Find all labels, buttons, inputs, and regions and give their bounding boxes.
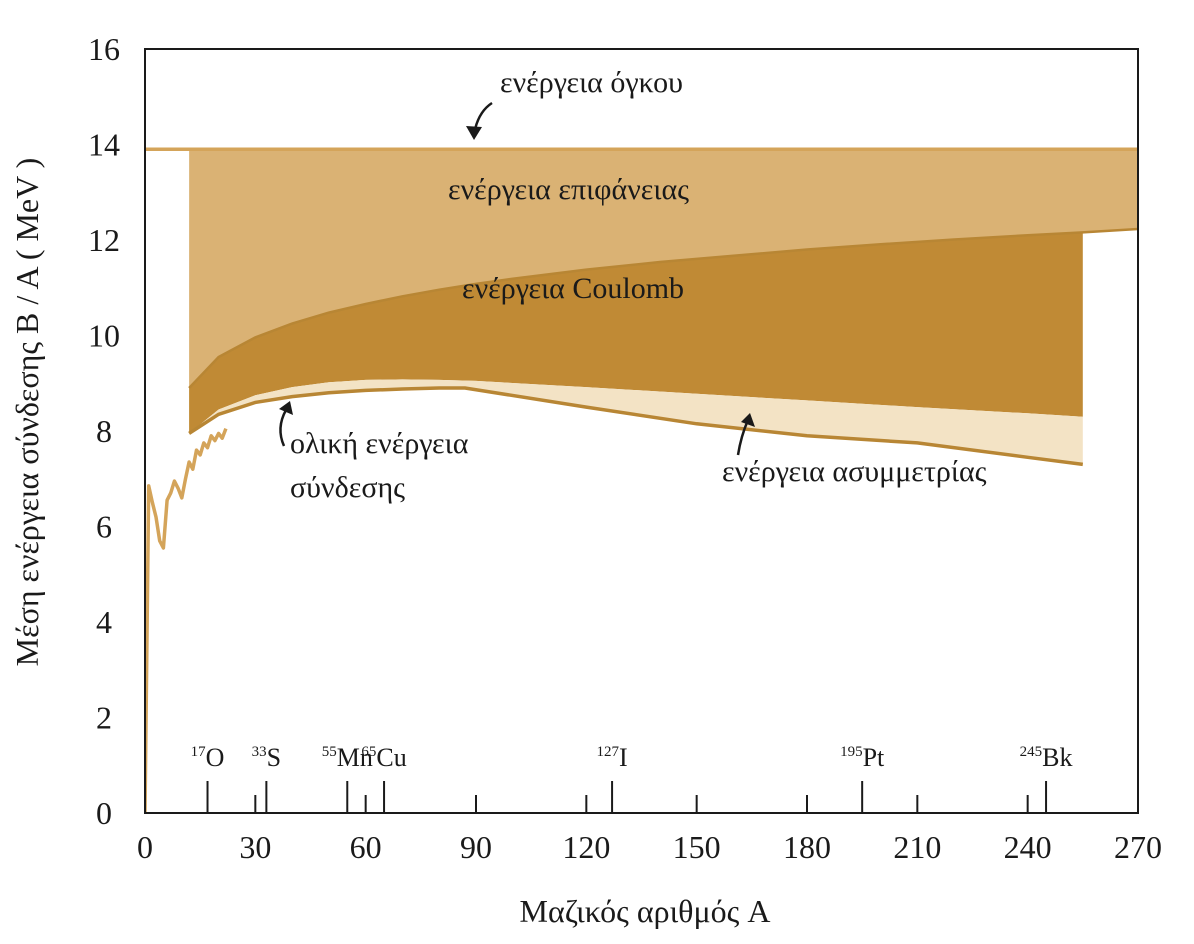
annotation-total-energy-line1: ολική ενέργεια <box>290 427 469 460</box>
nuclide-label: 55Mn <box>322 743 373 772</box>
nuclide-symbol: Pt <box>863 743 885 772</box>
arrow-total-energy <box>279 409 288 447</box>
y-tick-label: 8 <box>96 413 112 449</box>
arrow-total-energy-head <box>279 401 293 415</box>
plot-frame <box>144 48 1139 814</box>
nuclide-symbol: Cu <box>376 743 406 772</box>
annotation-volume-energy: ενέργεια όγκου <box>500 66 683 99</box>
arrow-volume-energy-head <box>466 126 482 140</box>
x-tick-label: 210 <box>893 829 941 865</box>
y-tick-label: 14 <box>88 127 120 163</box>
y-tick-label: 2 <box>96 700 112 736</box>
annotation-asymmetry-energy: ενέργεια ασυμμετρίας <box>722 455 987 488</box>
x-tick-label: 90 <box>460 829 492 865</box>
energy-areas <box>145 147 1138 813</box>
total-binding-energy-line <box>145 427 228 813</box>
x-tick-label: 120 <box>562 829 610 865</box>
y-tick-label: 16 <box>88 31 120 67</box>
annotation-total-energy-line2: σύνδεσης <box>290 471 405 504</box>
nuclide-mass-number: 17 <box>191 744 207 760</box>
x-tick-label: 60 <box>350 829 382 865</box>
nuclide-mass-number: 33 <box>252 744 267 760</box>
surface-energy-area <box>189 149 1138 388</box>
nuclide-label: 245Bk <box>1020 743 1073 772</box>
surface-energy-line <box>188 227 1138 389</box>
y-axis-title: Μέση ενέργεια σύνδεσης B / A ( MeV ) <box>9 158 45 667</box>
x-axis-title: Μαζικός αριθμός A <box>520 893 771 929</box>
annotation-coulomb-energy: ενέργεια Coulomb <box>462 272 684 305</box>
x-tick-label: 270 <box>1114 829 1162 865</box>
nuclide-mass-number: 127 <box>596 744 619 760</box>
nuclide-mass-number: 245 <box>1020 744 1043 760</box>
y-axis-ticks: 0 2 4 6 8 10 12 14 16 <box>88 31 120 831</box>
y-tick-label: 10 <box>88 318 120 354</box>
x-tick-label: 180 <box>783 829 831 865</box>
nuclide-symbol: I <box>619 743 628 772</box>
nuclide-label: 195Pt <box>840 743 885 772</box>
y-tick-label: 6 <box>96 509 112 545</box>
x-axis-ticks: 0 30 60 90 120 150 180 210 240 270 <box>137 795 1162 865</box>
x-tick-label: 0 <box>137 829 153 865</box>
x-tick-label: 240 <box>1004 829 1052 865</box>
annotation-surface-energy: ενέργεια επιφάνειας <box>448 173 689 206</box>
nuclide-symbol: Mn <box>337 743 373 772</box>
asymmetry-energy-line <box>188 386 1084 467</box>
x-tick-label: 30 <box>239 829 271 865</box>
y-tick-label: 0 <box>96 795 112 831</box>
nuclide-symbol: S <box>267 743 281 772</box>
nuclide-label: 17O <box>191 743 225 772</box>
y-tick-label: 4 <box>96 604 112 640</box>
nuclide-mass-number: 55 <box>322 744 337 760</box>
nuclide-mass-number: 65 <box>361 744 376 760</box>
nuclide-label: 127I <box>596 743 627 772</box>
coulomb-energy-area <box>189 232 1083 434</box>
nuclide-symbol: O <box>206 743 225 772</box>
arrow-asymmetry-energy-head <box>741 413 755 427</box>
nuclide-label: 33S <box>252 743 281 772</box>
x-tick-label: 150 <box>673 829 721 865</box>
nuclide-symbol: Bk <box>1042 743 1072 772</box>
nuclide-label: 65Cu <box>361 743 406 772</box>
nuclide-mass-number: 195 <box>840 744 863 760</box>
asymmetry-energy-area <box>189 379 1083 465</box>
y-tick-label: 12 <box>88 222 120 258</box>
